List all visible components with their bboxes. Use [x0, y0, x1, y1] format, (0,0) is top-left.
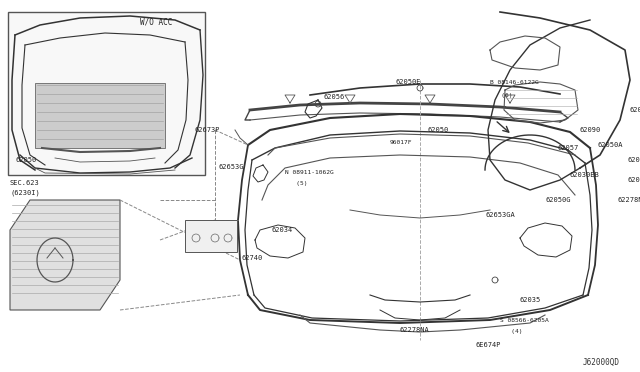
Text: S 08566-6205A: S 08566-6205A: [500, 317, 548, 323]
Polygon shape: [10, 200, 120, 310]
Text: 62030EB: 62030EB: [570, 172, 600, 178]
Text: 62050: 62050: [427, 127, 448, 133]
Text: 62090: 62090: [580, 127, 601, 133]
Text: (4): (4): [500, 328, 522, 334]
Text: 62034: 62034: [272, 227, 293, 233]
Text: (5): (5): [285, 180, 307, 186]
Text: 6E674P: 6E674P: [475, 342, 500, 348]
Text: 62278NA: 62278NA: [400, 327, 429, 333]
Text: 62653GA: 62653GA: [486, 212, 516, 218]
Text: SEC.623: SEC.623: [10, 180, 40, 186]
Bar: [8, 12, 205, 175]
Text: J62000QD: J62000QD: [583, 357, 620, 366]
Text: 62050A: 62050A: [598, 142, 623, 148]
Text: 62042B: 62042B: [628, 157, 640, 163]
Text: 62278N: 62278N: [618, 197, 640, 203]
Text: (6): (6): [490, 93, 513, 97]
Bar: [185, 220, 237, 252]
Text: W/O ACC: W/O ACC: [140, 17, 172, 26]
Bar: [35, 83, 165, 148]
Text: 62056: 62056: [324, 94, 345, 100]
Text: B 08146-6122G: B 08146-6122G: [490, 80, 539, 86]
Text: 62740: 62740: [242, 255, 263, 261]
Text: 62035: 62035: [520, 297, 541, 303]
Text: 96017F: 96017F: [390, 140, 413, 144]
Text: 62050G: 62050G: [545, 197, 570, 203]
Text: 62022: 62022: [630, 107, 640, 113]
Text: 62042A: 62042A: [628, 177, 640, 183]
Text: 62673P: 62673P: [195, 127, 220, 133]
Text: 62057: 62057: [558, 145, 579, 151]
Text: N 08911-1062G: N 08911-1062G: [285, 170, 333, 174]
Text: 62653G: 62653G: [218, 164, 244, 170]
Text: 62050: 62050: [15, 157, 36, 163]
Text: 62050E: 62050E: [395, 79, 420, 85]
Text: (6230I): (6230I): [10, 190, 40, 196]
